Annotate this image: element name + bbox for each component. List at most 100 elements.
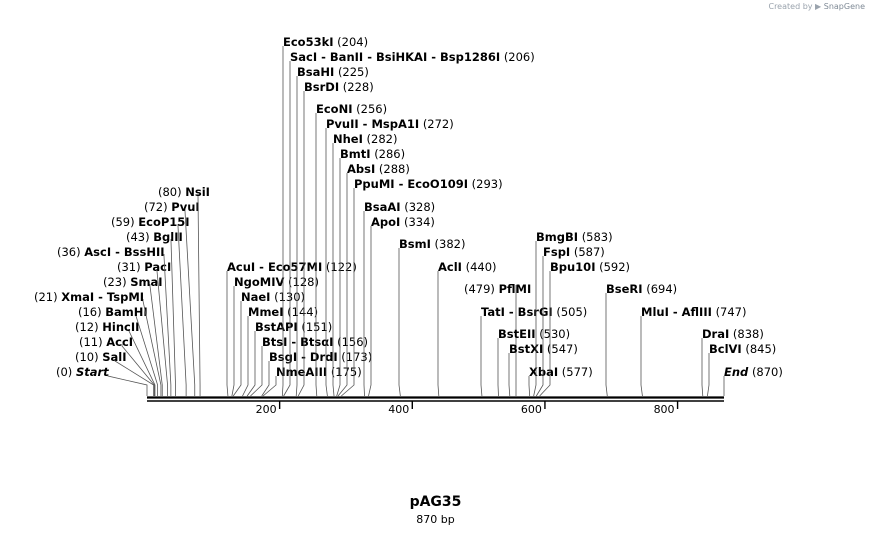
site-4[interactable]: (16) BamHI (78, 305, 159, 396)
site-22[interactable]: SacI - BanII - BsiHKAI - Bsp1286I (206) (283, 50, 535, 397)
site-25[interactable]: EcoNI (256) (315, 102, 387, 397)
site-label[interactable]: NgoMIV (128) (234, 275, 319, 289)
site-label[interactable]: (43) BglII (126, 230, 183, 244)
site-label[interactable]: EcoNI (256) (316, 102, 387, 116)
site-34[interactable]: AclI (440) (437, 260, 497, 397)
site-30[interactable]: PpuMI - EcoO109I (293) (341, 177, 503, 397)
site-21[interactable]: Eco53kI (204) (281, 35, 368, 397)
site-label[interactable]: BmgBI (583) (536, 230, 613, 244)
site-42[interactable]: Bpu10I (592) (539, 260, 630, 397)
site-label[interactable]: (0) Start (56, 365, 109, 379)
site-label[interactable]: (21) XmaI - TspMI (34, 290, 144, 304)
site-label[interactable]: NmeAIII (175) (276, 365, 362, 379)
site-29[interactable]: AbsI (288) (337, 162, 410, 397)
site-label[interactable]: BseRI (694) (606, 282, 677, 296)
site-label[interactable]: BclVI (845) (709, 342, 776, 356)
site-19[interactable]: BsgI - DrdI (173) (261, 350, 372, 397)
site-position: (206) (504, 50, 535, 64)
site-12[interactable]: (80) NsiI (158, 185, 210, 396)
site-label[interactable]: XbaI (577) (529, 365, 593, 379)
site-44[interactable]: MluI - AflIII (747) (640, 305, 747, 397)
site-41[interactable]: FspI (587) (535, 245, 605, 397)
site-23[interactable]: BsaHI (225) (295, 65, 369, 397)
site-position: (587) (574, 245, 605, 259)
site-label[interactable]: (36) AscI - BssHII (57, 245, 165, 259)
site-label[interactable]: (59) EcoP15I (111, 215, 190, 229)
site-8[interactable]: (36) AscI - BssHII (57, 245, 172, 396)
site-label[interactable]: (80) NsiI (158, 185, 210, 199)
site-leader-line (246, 331, 256, 397)
site-24[interactable]: BsrDI (228) (297, 80, 374, 397)
enzyme-name: BsaHI (297, 65, 334, 79)
site-label[interactable]: AcuI - Eco57MI (122) (227, 260, 357, 274)
site-position: (694) (646, 282, 677, 296)
site-26[interactable]: PvuII - MspA1I (272) (325, 117, 454, 397)
site-label[interactable]: End (870) (724, 365, 783, 379)
site-label[interactable]: BsmI (382) (399, 237, 465, 251)
site-43[interactable]: BseRI (694) (605, 282, 677, 397)
site-46[interactable]: BclVI (845) (707, 342, 776, 397)
site-label[interactable]: (72) PvuI (144, 200, 200, 214)
site-45[interactable]: DraI (838) (701, 327, 764, 397)
site-label[interactable]: BmtI (286) (340, 147, 405, 161)
site-label[interactable]: BsgI - DrdI (173) (269, 350, 372, 364)
site-label[interactable]: BstEII (530) (498, 327, 570, 341)
site-label[interactable]: (31) PacI (117, 260, 171, 274)
site-47[interactable]: End (870) (723, 365, 783, 396)
site-label[interactable]: Eco53kI (204) (283, 35, 368, 49)
site-label[interactable]: BstXI (547) (509, 342, 578, 356)
site-32[interactable]: ApoI (334) (368, 215, 435, 397)
site-label[interactable]: SacI - BanII - BsiHKAI - Bsp1286I (206) (290, 50, 535, 64)
site-27[interactable]: NheI (282) (332, 132, 397, 397)
site-33[interactable]: BsmI (382) (398, 237, 465, 397)
site-37[interactable]: BstEII (530) (497, 327, 570, 397)
enzyme-name: BstXI (509, 342, 543, 356)
site-10[interactable]: (59) EcoP15I (111, 215, 190, 396)
site-11[interactable]: (72) PvuI (144, 200, 200, 396)
site-3[interactable]: (12) HincII (75, 320, 156, 396)
site-35[interactable]: (479) PflMI (464, 282, 531, 396)
site-label[interactable]: PpuMI - EcoO109I (293) (354, 177, 503, 191)
site-label[interactable]: (12) HincII (75, 320, 139, 334)
site-label[interactable]: DraI (838) (702, 327, 764, 341)
site-label[interactable]: FspI (587) (543, 245, 605, 259)
site-label[interactable]: TatI - BsrGI (505) (481, 305, 587, 319)
site-label[interactable]: PvuII - MspA1I (272) (326, 117, 454, 131)
site-label[interactable]: NheI (282) (333, 132, 397, 146)
site-label[interactable]: NaeI (130) (241, 290, 305, 304)
site-label[interactable]: BsaHI (225) (297, 65, 369, 79)
site-label[interactable]: Bpu10I (592) (550, 260, 630, 274)
site-label[interactable]: MluI - AflIII (747) (641, 305, 747, 319)
site-label[interactable]: BstAPI (151) (255, 320, 332, 334)
site-leader-line (528, 376, 531, 397)
site-label[interactable]: AclI (440) (438, 260, 497, 274)
site-label[interactable]: (16) BamHI (78, 305, 148, 319)
site-6[interactable]: (23) SmaI (103, 275, 163, 396)
site-label[interactable]: (10) SalI (75, 350, 127, 364)
site-9[interactable]: (43) BglII (126, 230, 183, 396)
site-label[interactable]: AbsI (288) (347, 162, 410, 176)
site-39[interactable]: XbaI (577) (528, 365, 593, 397)
site-label[interactable]: MmeI (144) (248, 305, 318, 319)
site-17[interactable]: BstAPI (151) (246, 320, 332, 397)
site-1[interactable]: (10) SalI (75, 350, 155, 396)
site-14[interactable]: NgoMIV (128) (231, 275, 319, 397)
site-label[interactable]: (11) AccI (79, 335, 133, 349)
site-16[interactable]: MmeI (144) (242, 305, 319, 397)
site-38[interactable]: BstXI (547) (508, 342, 578, 397)
site-label[interactable]: (479) PflMI (464, 282, 531, 296)
site-label[interactable]: BsrDI (228) (304, 80, 374, 94)
site-label[interactable]: (23) SmaI (103, 275, 163, 289)
site-label[interactable]: BtsI - BtsαI (156) (262, 335, 368, 349)
site-28[interactable]: BmtI (286) (336, 147, 405, 397)
site-40[interactable]: BmgBI (583) (533, 230, 613, 397)
site-2[interactable]: (11) AccI (79, 335, 155, 396)
site-label[interactable]: BsaAI (328) (364, 200, 435, 214)
site-0[interactable]: (0) Start (56, 365, 148, 396)
site-31[interactable]: BsaAI (328) (363, 200, 435, 397)
site-5[interactable]: (21) XmaI - TspMI (34, 290, 162, 396)
site-label[interactable]: ApoI (334) (371, 215, 435, 229)
site-36[interactable]: TatI - BsrGI (505) (480, 305, 587, 397)
site-position: (72) (144, 200, 168, 214)
site-13[interactable]: AcuI - Eco57MI (122) (226, 260, 357, 397)
